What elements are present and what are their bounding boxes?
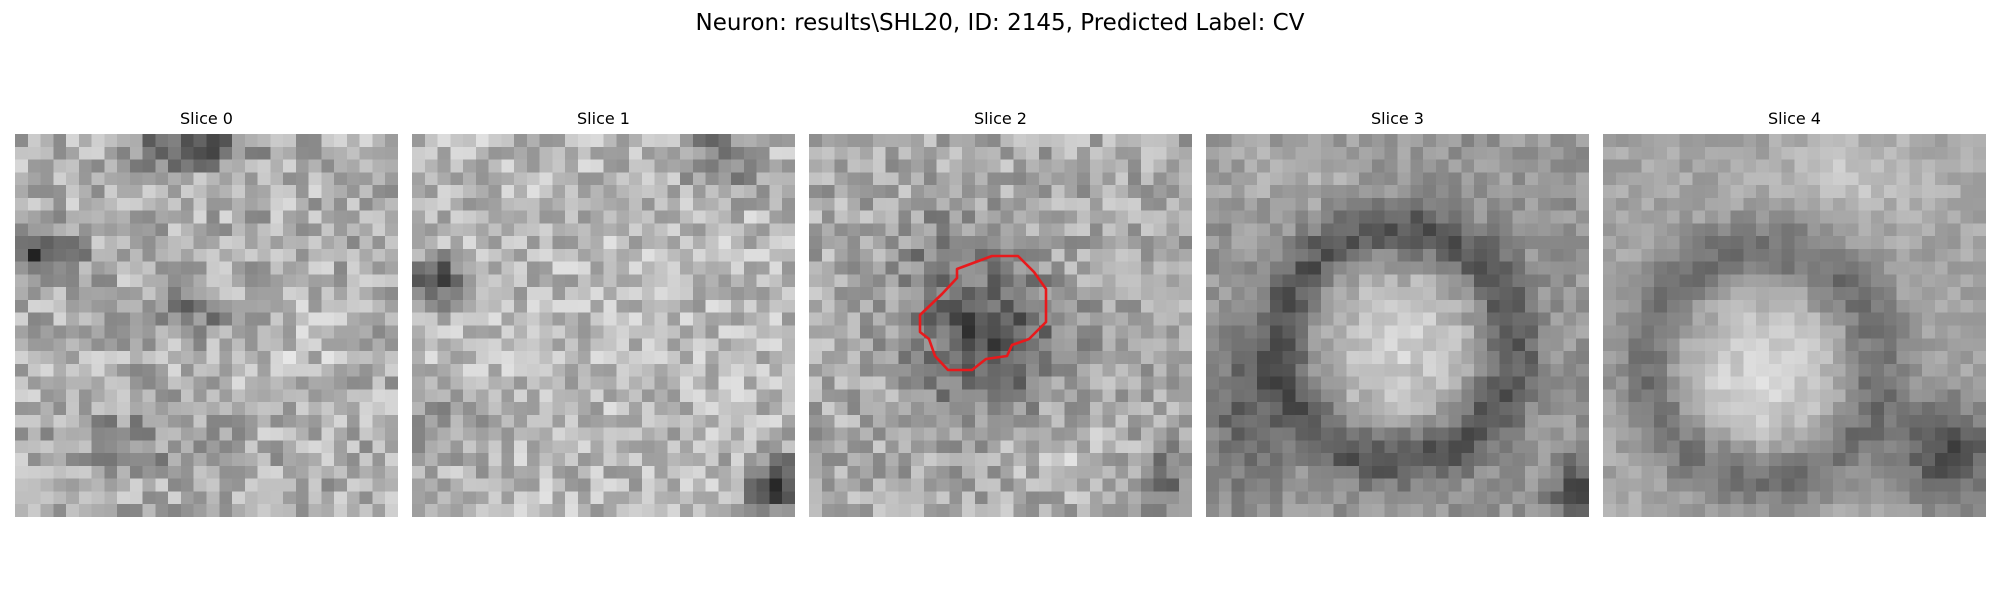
slice-title: Slice 2 <box>974 109 1027 128</box>
slice-image <box>809 134 1192 517</box>
slice-panel: Slice 2 <box>809 107 1192 517</box>
slice-image <box>1206 134 1589 517</box>
slice-panel: Slice 4 <box>1603 107 1986 517</box>
slice-panel: Slice 3 <box>1206 107 1589 517</box>
roi-contour <box>918 254 1048 372</box>
slice-image <box>412 134 795 517</box>
slice-image <box>15 134 398 517</box>
slice-image <box>1603 134 1986 517</box>
figure-title: Neuron: results\SHL20, ID: 2145, Predict… <box>695 10 1305 36</box>
slice-title: Slice 1 <box>577 109 630 128</box>
slice-panel: Slice 0 <box>15 107 398 517</box>
slice-title: Slice 3 <box>1371 109 1424 128</box>
slice-title: Slice 0 <box>180 109 233 128</box>
slice-panel: Slice 1 <box>412 107 795 517</box>
slice-title: Slice 4 <box>1768 109 1821 128</box>
